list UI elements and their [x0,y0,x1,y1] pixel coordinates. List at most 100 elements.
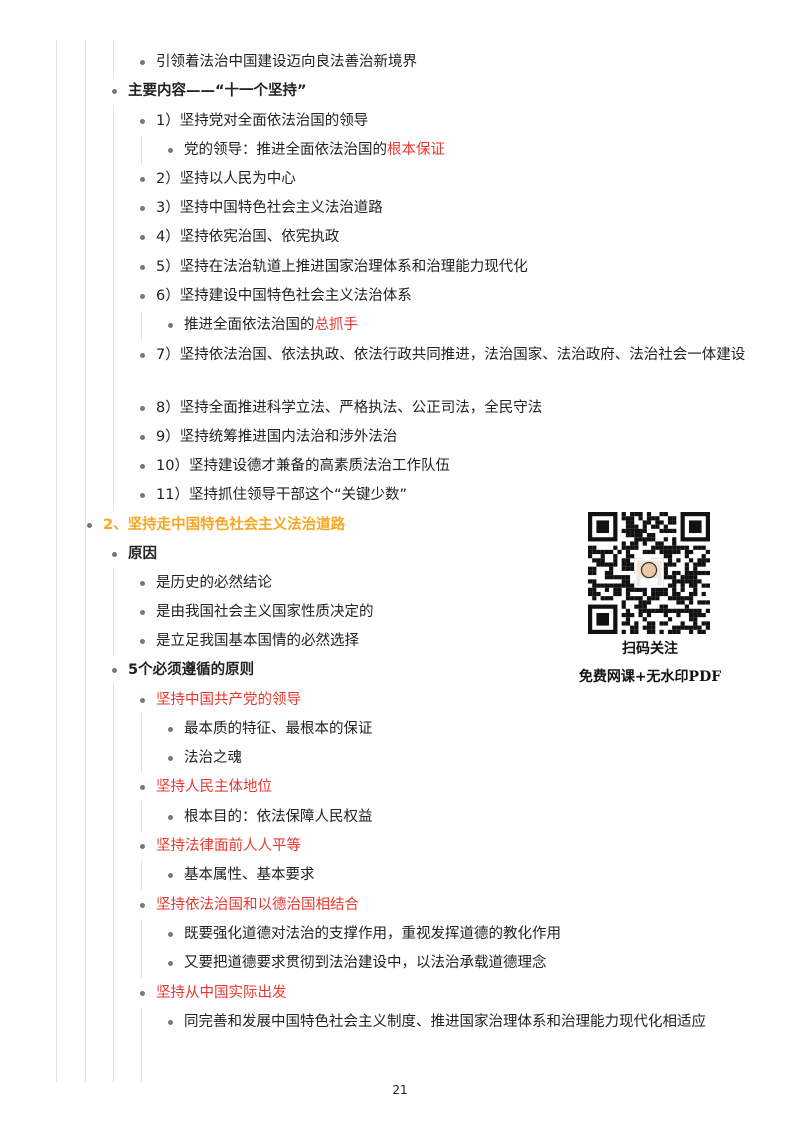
bullet-icon [87,523,92,528]
outline-guide-line [141,919,142,978]
qr-code-icon [588,512,710,634]
outline-guide-line [113,106,114,510]
outline-item-text: 8）坚持全面推进科学立法、严格执法、公正司法，全民守法 [156,397,752,420]
outline-item-text: 11）坚持抓住领导干部这个“关键少数” [156,484,752,507]
bullet-icon [140,639,145,644]
outline-item-text: 6）坚持建设中国特色社会主义法治体系 [156,285,752,308]
outline-item-text: 坚持法律面前人人平等 [156,835,752,858]
outline-guide-line [141,714,142,773]
outline-guide-line [113,684,114,1082]
text-segment: 7）坚持依法治国、依法执政、依法行政共同推进，法治国家、法治政府、法治社会一体建… [156,347,746,363]
outline-item-text: 是历史的必然结论 [156,572,752,595]
outline-item-text: 4）坚持依宪治国、依宪执政 [156,226,752,249]
outline-item-text: 5）坚持在法治轨道上推进国家治理体系和治理能力现代化 [156,256,752,279]
outline-item-text: 基本属性、基本要求 [184,864,752,887]
outline-guide-line [141,136,142,165]
bullet-icon [140,903,145,908]
outline-item-text: 1）坚持党对全面依法治国的领导 [156,110,752,133]
text-segment: 4）坚持依宪治国、依宪执政 [156,229,340,245]
text-segment: 法治之魂 [184,750,242,766]
outline-item-text: 坚持从中国实际出发 [156,982,752,1005]
outline-item-text: 同完善和发展中国特色社会主义制度、推进国家治理体系和治理能力现代化相适应 [184,1011,752,1034]
highlight-text: 坚持人民主体地位 [156,779,272,795]
outline-item-text: 根本目的：依法保障人民权益 [184,806,752,829]
text-segment: 是立足我国基本国情的必然选择 [156,633,359,649]
outline-item-text: 既要强化道德对法治的支撑作用，重视发挥道德的教化作用 [184,923,752,946]
bullet-icon [140,610,145,615]
highlight-text: 坚持从中国实际出发 [156,985,287,1001]
text-segment: 1）坚持党对全面依法治国的领导 [156,113,369,129]
outline-item-text: 党的领导：推进全面依法治国的根本保证 [184,139,752,162]
outline-item-text: 坚持中国共产党的领导 [156,689,752,712]
highlight-text: 坚持依法治国和以德治国相结合 [156,897,359,913]
bullet-icon [140,406,145,411]
page-number: 21 [392,1083,408,1097]
bullet-icon [168,756,173,761]
bullet-icon [140,698,145,703]
outline-guide-line [113,40,114,78]
bullet-icon [168,727,173,732]
bullet-icon [112,89,117,94]
bullet-icon [168,148,173,153]
outline-item-text: 7）坚持依法治国、依法执政、依法行政共同推进，法治国家、法治政府、法治社会一体建… [156,344,752,367]
bullet-icon [168,323,173,328]
text-segment: 3）坚持中国特色社会主义法治道路 [156,200,383,216]
text-segment: 2、坚持走中国特色社会主义法治道路 [103,517,346,533]
bullet-icon [140,991,145,996]
outline-guide-line [141,861,142,890]
bullet-icon [168,932,173,937]
outline-guide-line [85,40,86,1082]
text-segment: 10）坚持建设德才兼备的高素质法治工作队伍 [156,458,450,474]
text-segment: 基本属性、基本要求 [184,867,315,883]
text-segment: 5）坚持在法治轨道上推进国家治理体系和治理能力现代化 [156,259,528,275]
outline-item-text: 是立足我国基本国情的必然选择 [156,630,752,653]
outline-item-text: 原因 [128,543,752,566]
outline-guide-line [56,40,57,1082]
highlight-text: 根本保证 [387,142,445,158]
outline-item-text: 坚持人民主体地位 [156,776,752,799]
text-segment: 既要强化道德对法治的支撑作用，重视发挥道德的教化作用 [184,926,561,942]
outline-guide-line [141,311,142,340]
outline-item-text: 3）坚持中国特色社会主义法治道路 [156,197,752,220]
text-segment: 同完善和发展中国特色社会主义制度、推进国家治理体系和治理能力现代化相适应 [184,1014,706,1030]
outline-guide-line [141,802,142,832]
outline-item-text: 是由我国社会主义国家性质决定的 [156,601,752,624]
bullet-icon [140,581,145,586]
highlight-text: 坚持中国共产党的领导 [156,692,301,708]
bullet-icon [140,206,145,211]
text-segment: 引领着法治中国建设迈向良法善治新境界 [156,54,417,70]
qr-caption-promo: 免费网课+无水印PDF [578,669,722,685]
bullet-icon [140,493,145,498]
text-segment: 推进全面依法治国的 [184,317,315,333]
outline-guide-line [113,568,114,656]
bullet-icon [168,1020,173,1025]
outline-item-text: 2）坚持以人民为中心 [156,168,752,191]
bullet-icon [140,177,145,182]
bullet-icon [168,961,173,966]
bullet-icon [140,294,145,299]
highlight-text: 总抓手 [314,317,359,333]
text-segment: 是历史的必然结论 [156,575,272,591]
bullet-icon [168,815,173,820]
text-segment: 又要把道德要求贯彻到法治建设中，以法治承载道德理念 [184,955,547,971]
outline-item-text: 主要内容——“十一个坚持” [128,80,752,103]
bullet-icon [168,873,173,878]
text-segment: 原因 [128,546,157,562]
outline-item-text: 5个必须遵循的原则 [128,659,752,682]
text-segment: 8）坚持全面推进科学立法、严格执法、公正司法，全民守法 [156,400,543,416]
text-segment: 6）坚持建设中国特色社会主义法治体系 [156,288,412,304]
bullet-icon [140,235,145,240]
bullet-icon [140,119,145,124]
outline-item-text: 引领着法治中国建设迈向良法善治新境界 [156,51,752,74]
outline-guide-line [141,1008,142,1082]
bullet-icon [112,552,117,557]
outline-item-text: 推进全面依法治国的总抓手 [184,314,752,337]
bullet-icon [112,668,117,673]
outline-item-text: 法治之魂 [184,747,752,770]
outline-item-text: 最本质的特征、最根本的保证 [184,718,752,741]
outline-item-text: 10）坚持建设德才兼备的高素质法治工作队伍 [156,455,752,478]
outline-item-text: 坚持依法治国和以德治国相结合 [156,894,752,917]
bullet-icon [140,353,145,358]
bullet-icon [140,265,145,270]
bullet-icon [140,844,145,849]
